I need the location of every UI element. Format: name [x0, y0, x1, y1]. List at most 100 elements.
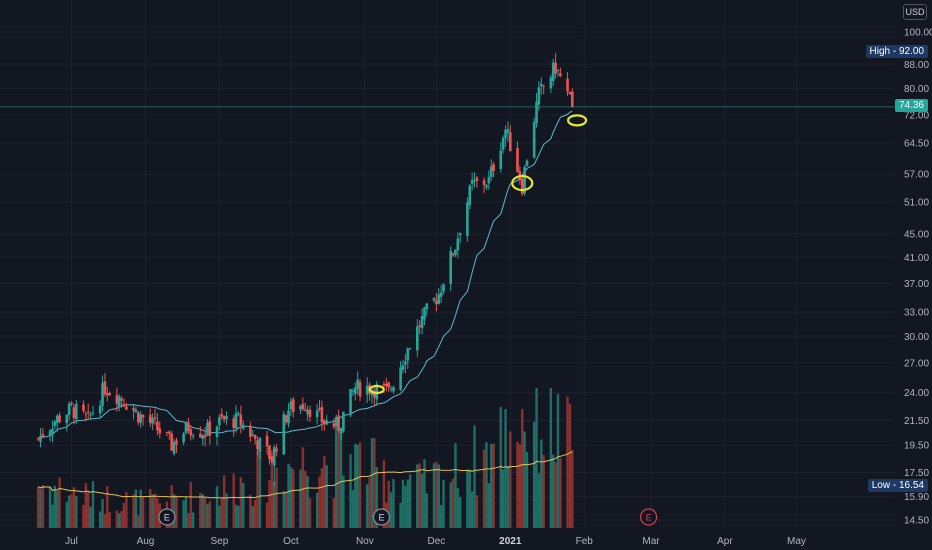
candle-body	[108, 393, 111, 396]
candle-body	[199, 433, 202, 438]
volume-bar	[325, 465, 328, 528]
candle-body	[375, 384, 379, 400]
volume-bar	[566, 396, 569, 528]
candle-body	[349, 389, 352, 416]
volume-bar	[153, 493, 157, 528]
volume-bar	[98, 511, 102, 528]
x-tick-label: 2021	[499, 536, 522, 547]
volume-bar	[149, 489, 152, 528]
earnings-marker[interactable]: E	[640, 508, 658, 526]
candle-body	[215, 426, 219, 437]
candle-body	[332, 423, 336, 427]
candle-body	[373, 390, 376, 398]
volume-bar	[540, 439, 543, 528]
volume-bar	[373, 438, 376, 528]
candle-body	[218, 416, 221, 426]
volume-bar	[552, 454, 555, 528]
candle-body	[201, 435, 204, 439]
candle-body	[466, 202, 469, 236]
volume-bar	[225, 493, 228, 528]
candle-body	[98, 405, 102, 414]
volume-bar	[120, 511, 123, 528]
volume-bar	[549, 388, 553, 528]
candle-body	[432, 297, 436, 301]
volume-bar	[320, 468, 324, 528]
annotation-circle[interactable]	[566, 114, 588, 127]
candle-body	[470, 179, 474, 184]
volume-bar	[218, 505, 221, 528]
candle-body	[101, 383, 104, 406]
candle-body	[542, 85, 545, 87]
candle-body	[442, 284, 445, 292]
volume-bar	[408, 474, 412, 528]
volume-bar	[182, 500, 185, 528]
y-tick-label: 17.50	[904, 468, 929, 479]
volume-bar	[420, 473, 424, 528]
volume-bar	[141, 496, 145, 528]
candle-body	[351, 390, 355, 392]
volume-bar	[339, 432, 343, 528]
volume-bar	[454, 443, 457, 528]
volume-bar	[358, 442, 362, 528]
candle-body	[571, 91, 574, 107]
y-tick-label: 51.00	[904, 198, 929, 209]
volume-bar	[382, 460, 386, 528]
candle-body	[275, 448, 278, 452]
x-tick-label: Sep	[210, 536, 228, 547]
candle-body	[437, 294, 441, 304]
volume-bar	[189, 481, 192, 528]
currency-label[interactable]: USD	[903, 4, 927, 20]
volume-bar	[41, 485, 45, 528]
volume-bar	[323, 456, 326, 528]
earnings-marker[interactable]: E	[158, 508, 176, 526]
volume-bar	[556, 393, 560, 528]
candle-body	[53, 421, 57, 426]
annotation-circle[interactable]	[368, 384, 385, 395]
candle-body	[554, 62, 557, 74]
earnings-marker[interactable]: E	[372, 508, 391, 526]
volume-bar	[535, 388, 538, 528]
volume-bar	[482, 449, 486, 528]
volume-bar	[432, 463, 436, 528]
annotation-circle[interactable]	[511, 174, 534, 192]
volume-bar	[504, 408, 507, 528]
volume-bar	[499, 406, 502, 528]
volume-bar	[435, 461, 438, 528]
volume-bar	[356, 444, 359, 528]
candle-body	[256, 440, 259, 450]
candle-body	[132, 408, 135, 411]
volume-bar	[468, 469, 471, 528]
candle-body	[382, 383, 386, 386]
volume-bar	[401, 479, 405, 528]
volume-bar	[516, 441, 519, 528]
candle-body	[482, 180, 486, 185]
candle-body	[523, 167, 526, 194]
volume-bar	[242, 482, 245, 528]
volume-bar	[389, 492, 393, 528]
candle-body	[203, 434, 207, 438]
candle-body	[48, 430, 52, 437]
candle-body	[241, 424, 245, 429]
volume-bar	[475, 495, 479, 528]
candle-body	[501, 137, 505, 150]
y-tick-label: 27.00	[904, 358, 929, 369]
volume-bar	[82, 504, 85, 528]
volume-bar	[399, 502, 402, 528]
volume-bar	[239, 477, 243, 528]
y-tick-label: 15.90	[904, 492, 929, 503]
volume-bar	[265, 502, 269, 528]
volume-bar	[492, 443, 495, 528]
volume-bar	[222, 475, 226, 528]
y-tick-label: 30.00	[904, 332, 929, 343]
candle-body	[70, 402, 73, 405]
volume-bar	[466, 469, 469, 528]
y-tick-label: 72.00	[904, 111, 929, 122]
candle-body	[556, 69, 560, 71]
candle-body	[175, 440, 178, 445]
volume-bar	[518, 444, 522, 528]
candle-body	[392, 387, 395, 392]
candle-body	[125, 406, 128, 410]
candle-body	[559, 73, 562, 77]
candle-body	[72, 407, 76, 419]
